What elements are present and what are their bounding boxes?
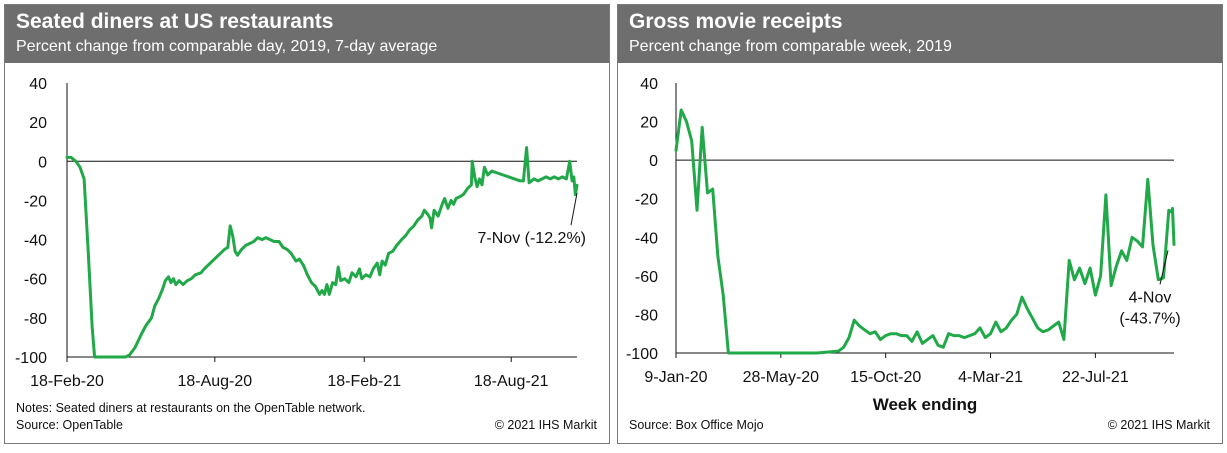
right-annotation-leader (1159, 250, 1169, 285)
right-chart-title: Gross movie receipts (629, 10, 843, 33)
left-x-tick-label: 18-Feb-20 (30, 373, 104, 390)
left-line-chart: 40 20 0 -20 -40 -60 -80 -100 18-Feb-20 18-Aug-20… (15, 76, 586, 390)
right-y-tick-label: 0 (649, 153, 658, 170)
right-x-tick-label: 9-Jan-20 (644, 369, 707, 386)
left-y-tick-label: -60 (24, 272, 47, 289)
left-y-tick-label: 40 (29, 76, 47, 93)
left-y-tick-label: -40 (24, 233, 47, 250)
left-chart-subtitle: Percent change from comparable day, 2019… (16, 38, 438, 55)
right-x-tick-label: 28-May-20 (743, 369, 820, 386)
left-annotation-leader (570, 193, 578, 226)
right-annotation-value: (-43.7%) (1119, 310, 1180, 327)
right-y-tick-label: -40 (635, 230, 658, 247)
right-copyright: © 2021 IHS Markit (1107, 418, 1210, 432)
left-copyright: © 2021 IHS Markit (494, 418, 597, 432)
right-y-tick-label: -80 (635, 307, 658, 324)
left-y-tick-label: 0 (38, 154, 47, 171)
left-x-tick-label: 18-Feb-21 (327, 373, 401, 390)
right-x-axis-title: Week ending (873, 395, 978, 414)
right-y-tick-label: 20 (640, 115, 658, 132)
right-annotation-date: 4-Nov (1129, 289, 1172, 306)
left-series-line (65, 146, 579, 359)
right-y-tick-label: -20 (635, 192, 658, 209)
right-x-tick-label: 22-Jul-21 (1062, 369, 1129, 386)
left-y-tick-label: -80 (24, 311, 47, 328)
left-y-tick-label: -100 (15, 350, 47, 367)
right-x-tick-label: 15-Oct-20 (850, 369, 921, 386)
left-x-tick-label: 18-Aug-21 (474, 373, 549, 390)
right-chart-header: Gross movie receipts Percent change from… (618, 5, 1222, 63)
right-line-chart: 40 20 0 -20 -40 -60 -80 -100 9-Jan-20 28-May-20 1… (626, 76, 1181, 414)
right-y-tick-label: -100 (626, 346, 658, 363)
right-x-tick-label: 4-Mar-21 (958, 369, 1023, 386)
left-source: Source: OpenTable (16, 418, 124, 432)
left-chart-panel: Seated diners at US restaurants Percent … (4, 4, 610, 444)
left-y-tick-label: -20 (24, 193, 47, 210)
right-source: Source: Box Office Mojo (629, 418, 764, 432)
left-y-tick-label: 20 (29, 115, 47, 132)
right-y-tick-label: 40 (640, 76, 658, 93)
left-chart-header: Seated diners at US restaurants Percent … (5, 5, 609, 63)
left-annotation: 7-Nov (-12.2%) (478, 230, 586, 247)
right-chart-subtitle: Percent change from comparable week, 201… (629, 38, 952, 55)
left-notes: Notes: Seated diners at restaurants on t… (16, 401, 366, 415)
right-chart-panel: Gross movie receipts Percent change from… (617, 4, 1223, 444)
left-x-tick-label: 18-Aug-20 (177, 373, 252, 390)
right-y-tick-label: -60 (635, 269, 658, 286)
left-chart-title: Seated diners at US restaurants (16, 10, 334, 33)
right-series-line (674, 108, 1176, 355)
